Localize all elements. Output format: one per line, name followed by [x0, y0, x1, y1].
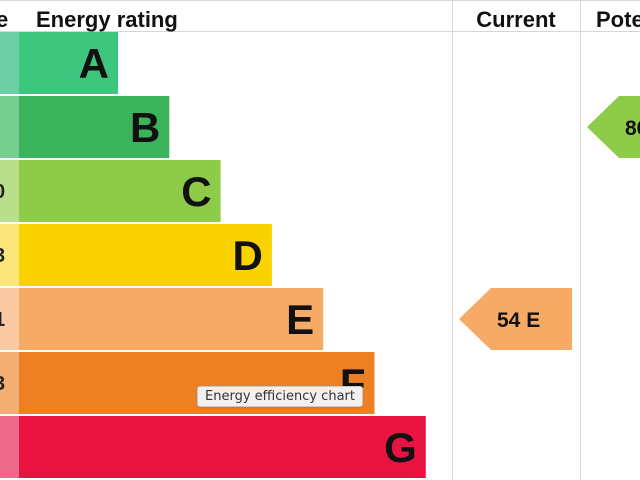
band-letter: A [79, 40, 109, 87]
band-score-cell [0, 416, 19, 478]
rating-bands: AB0C3D1E3FG [0, 32, 426, 478]
band-f: 3F [0, 352, 375, 414]
band-score-cell [0, 224, 19, 286]
potential-rating-arrow-label: 86 [625, 117, 640, 140]
current-rating-arrow: 54 E [459, 288, 572, 350]
band-letter: E [286, 296, 314, 343]
band-e: 1E [0, 288, 324, 350]
band-bar [19, 96, 170, 158]
band-score-cell [0, 160, 19, 222]
header-score: e [0, 7, 8, 32]
band-bar [19, 32, 118, 94]
table-header: e Energy rating Current Pote [0, 7, 640, 32]
band-bar [19, 416, 426, 478]
band-b: B [0, 96, 170, 158]
band-bar [19, 224, 272, 286]
band-g: G [0, 416, 426, 478]
band-a: A [0, 32, 118, 94]
band-score-cell [0, 288, 19, 350]
band-letter: D [233, 232, 263, 279]
header-current: Current [476, 7, 556, 32]
band-bar [19, 288, 324, 350]
band-d: 3D [0, 224, 272, 286]
current-rating-arrow-label: 54 E [497, 309, 540, 332]
band-score-label: 3 [0, 245, 5, 267]
band-score-cell [0, 32, 19, 94]
potential-rating-arrow-shape [587, 96, 640, 158]
band-letter: C [181, 168, 211, 215]
current-rating-arrow-shape [459, 288, 572, 350]
rating-arrows: 54 E 86 [459, 96, 640, 350]
potential-rating-arrow: 86 [587, 96, 640, 158]
band-score-label: 3 [0, 373, 5, 395]
band-bar [19, 160, 221, 222]
header-energy-rating: Energy rating [36, 7, 178, 32]
band-score-label: 1 [0, 309, 5, 331]
band-score-label: 0 [0, 181, 5, 203]
band-letter: G [384, 424, 417, 471]
band-score-cell [0, 96, 19, 158]
band-c: 0C [0, 160, 221, 222]
band-letter: B [130, 104, 160, 151]
header-potential: Pote [596, 7, 640, 32]
chart-tooltip: Energy efficiency chart [197, 386, 363, 407]
band-score-cell [0, 352, 19, 414]
